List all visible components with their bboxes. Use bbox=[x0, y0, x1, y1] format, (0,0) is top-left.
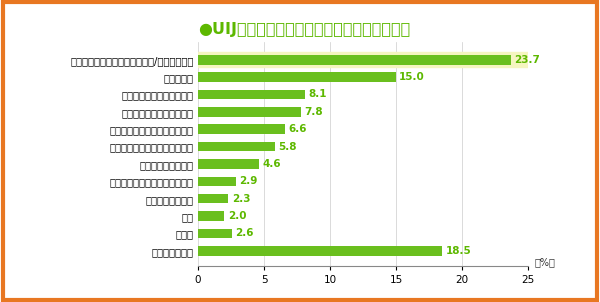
Bar bbox=[198, 194, 229, 204]
Bar bbox=[198, 72, 396, 82]
Bar bbox=[198, 177, 236, 186]
Bar bbox=[198, 90, 305, 99]
Text: ●UIJターンを伴う転職先を見つける際の課題: ●UIJターンを伴う転職先を見つける際の課題 bbox=[198, 22, 410, 37]
Text: 2.6: 2.6 bbox=[236, 228, 254, 239]
Bar bbox=[198, 229, 232, 238]
Text: （%）: （%） bbox=[535, 257, 556, 267]
Bar bbox=[198, 211, 224, 221]
Text: 7.8: 7.8 bbox=[304, 107, 323, 117]
Bar bbox=[198, 142, 275, 151]
Bar bbox=[198, 107, 301, 117]
Bar bbox=[198, 246, 442, 255]
Text: 8.1: 8.1 bbox=[308, 89, 327, 99]
Text: 4.6: 4.6 bbox=[262, 159, 281, 169]
Bar bbox=[198, 124, 285, 134]
Text: 5.8: 5.8 bbox=[278, 142, 296, 152]
Text: 2.3: 2.3 bbox=[232, 194, 250, 204]
Bar bbox=[198, 55, 511, 65]
Text: 2.9: 2.9 bbox=[239, 176, 258, 186]
Text: 2.0: 2.0 bbox=[228, 211, 246, 221]
Bar bbox=[198, 53, 528, 67]
Text: 6.6: 6.6 bbox=[289, 124, 307, 134]
Bar bbox=[198, 159, 259, 169]
Text: 23.7: 23.7 bbox=[514, 55, 540, 65]
Text: 18.5: 18.5 bbox=[446, 246, 471, 256]
Text: 15.0: 15.0 bbox=[400, 72, 425, 82]
